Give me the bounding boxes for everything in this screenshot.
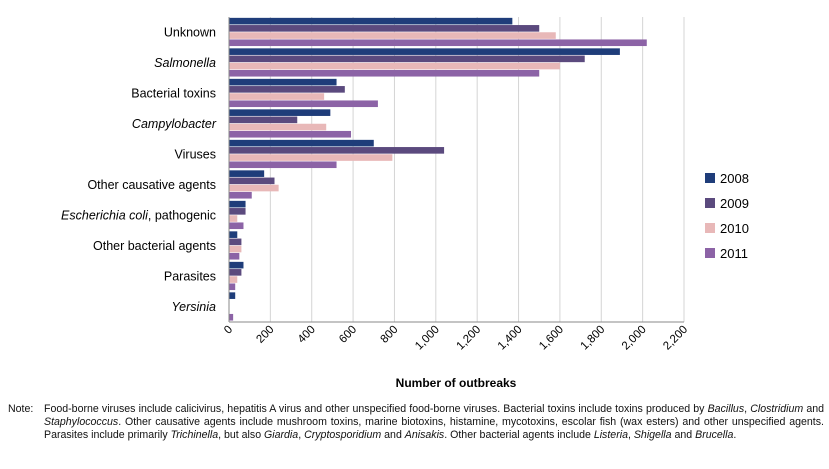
bar <box>229 261 244 269</box>
category-label: Unknown <box>164 25 216 39</box>
bar <box>229 161 337 169</box>
category-label: Escherichia coli, pathogenic <box>61 208 216 222</box>
chart-category-labels: Unknown Salmonella Bacterial toxins Campylo… <box>61 25 217 314</box>
bar <box>229 100 378 108</box>
bar <box>229 55 585 63</box>
bar <box>229 32 556 39</box>
chart: Unknown Salmonella Bacterial toxins Campylo… <box>61 17 749 390</box>
footnote-label: Note: <box>8 403 34 415</box>
x-tick-label: 2,000 <box>620 324 649 353</box>
category-label: Bacterial toxins <box>131 86 216 100</box>
x-tick-label: 1,200 <box>454 324 483 353</box>
bar <box>229 130 352 138</box>
legend-swatch <box>705 223 715 233</box>
legend-label: 2008 <box>720 171 749 186</box>
bar <box>229 252 240 260</box>
bar <box>229 215 238 222</box>
bar <box>229 245 242 253</box>
legend-swatch <box>705 248 715 258</box>
bar <box>229 109 331 116</box>
legend-swatch <box>705 198 715 208</box>
category-label: Parasites <box>164 269 216 283</box>
legend-swatch <box>705 173 715 183</box>
x-tick-label: 1,800 <box>579 324 608 353</box>
x-tick-label: 600 <box>337 324 359 346</box>
category-label: Campylobacter <box>132 117 217 131</box>
legend-label: 2009 <box>720 196 749 211</box>
category-label: Other bacterial agents <box>93 239 216 253</box>
bar <box>229 69 540 77</box>
bar <box>229 86 345 93</box>
legend-label: 2010 <box>720 221 749 236</box>
bar <box>229 269 242 276</box>
bar <box>229 313 234 321</box>
bar <box>229 48 620 55</box>
bar <box>229 292 236 299</box>
bar <box>229 39 647 47</box>
bar <box>229 17 513 25</box>
chart-x-tick-labels: 0 200 400 600 800 1,000 1,200 1,400 1,600 1,800 2,… <box>222 324 690 353</box>
bar <box>229 62 560 70</box>
category-label: Other causative agents <box>87 178 216 192</box>
bar <box>229 231 238 238</box>
legend-label: 2011 <box>720 246 748 261</box>
x-tick-label: 1,600 <box>537 324 566 353</box>
bar <box>229 78 337 86</box>
x-tick-label: 800 <box>379 324 401 346</box>
bar <box>229 200 246 208</box>
bar <box>229 25 540 32</box>
x-tick-label: 0 <box>222 324 235 337</box>
category-label: Yersinia <box>172 300 217 314</box>
bar <box>229 154 393 161</box>
x-tick-label: 2,200 <box>661 324 690 353</box>
category-label: Viruses <box>175 147 216 161</box>
bar <box>229 208 246 215</box>
bar <box>229 184 279 192</box>
x-tick-label: 1,400 <box>496 324 525 353</box>
chart-bars <box>229 17 647 321</box>
chart-x-axis-title: Number of outbreaks <box>396 376 517 390</box>
bar <box>229 283 236 291</box>
x-tick-label: 400 <box>296 324 318 346</box>
category-label: Salmonella <box>154 56 216 70</box>
bar <box>229 276 238 283</box>
x-tick-label: 1,000 <box>413 324 442 353</box>
bar <box>229 147 445 154</box>
chart-legend: 2008 2009 2010 2011 <box>705 171 749 261</box>
bar <box>229 139 374 147</box>
bar <box>229 123 327 131</box>
bar <box>229 238 242 246</box>
bar <box>229 170 265 177</box>
bar <box>229 222 244 230</box>
bar <box>229 177 275 185</box>
bar <box>229 116 298 124</box>
footnote-text: Food-borne viruses include calicivirus, … <box>44 403 825 442</box>
x-tick-label: 200 <box>254 324 276 346</box>
bar <box>229 191 252 199</box>
bar <box>229 93 325 100</box>
